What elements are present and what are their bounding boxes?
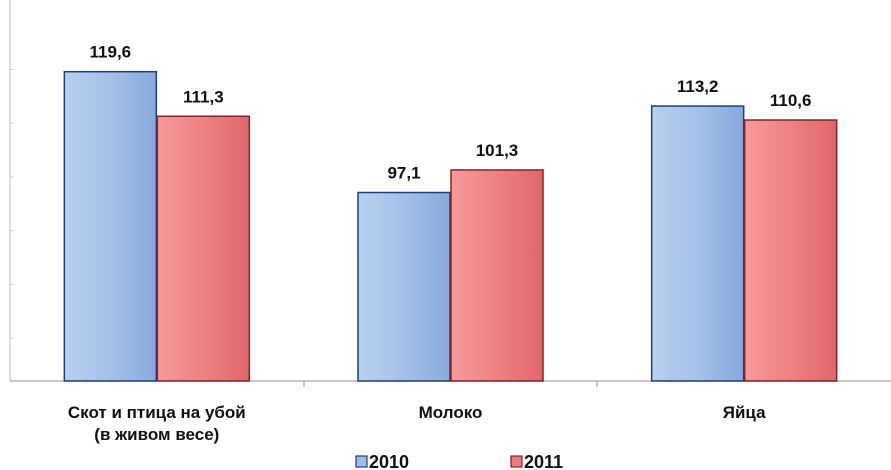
legend-label-2011: 2011 <box>524 452 563 470</box>
bar-2011-0 <box>156 115 251 382</box>
category-label: Яйца <box>723 403 766 422</box>
legend-label-2010: 2010 <box>369 452 409 470</box>
bar-2011-1 <box>450 169 544 382</box>
bar-2010-2 <box>650 105 745 382</box>
legend-swatch-2011 <box>510 455 523 468</box>
data-label-2011-1: 101,3 <box>476 141 519 160</box>
bar-2011-2 <box>743 119 838 382</box>
category-label: (в живом весе) <box>94 425 219 444</box>
bar-2010-0 <box>63 70 158 382</box>
data-label-2010-0: 119,6 <box>90 43 132 62</box>
legend-swatch-2010 <box>355 455 368 468</box>
bar-2010-1 <box>357 191 451 382</box>
category-label: Молоко <box>419 403 483 422</box>
data-label-2010-1: 97,1 <box>387 164 420 183</box>
data-label-2010-2: 113,2 <box>677 77 719 96</box>
category-label: Скот и птица на убой <box>68 403 246 422</box>
data-label-2011-2: 110,6 <box>770 91 812 110</box>
data-label-2011-0: 111,3 <box>183 87 224 106</box>
